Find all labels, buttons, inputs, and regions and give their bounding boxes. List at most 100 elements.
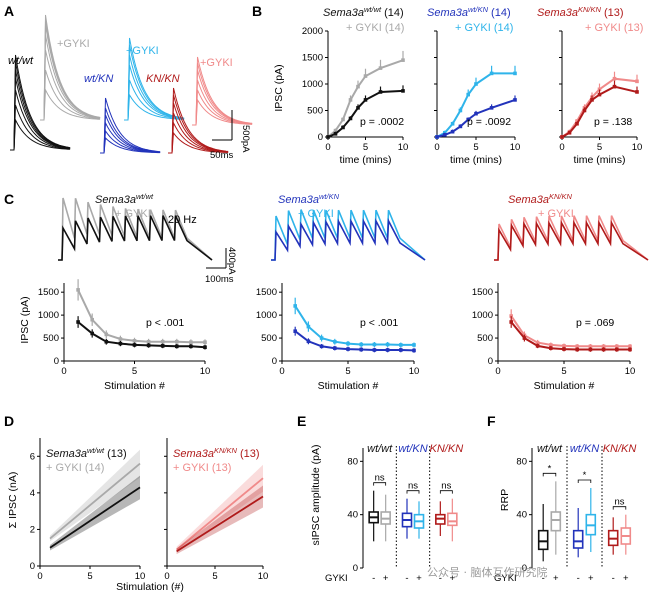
- c-ytick-label-1-3: 1500: [256, 287, 277, 298]
- b-point-2-1-5: [597, 87, 602, 92]
- b-point-1-1-2: [450, 121, 455, 126]
- e-sigbar-2: [439, 490, 453, 494]
- panel-letter-b: B: [252, 3, 262, 19]
- c-p-2: p = .069: [576, 317, 614, 329]
- f-sig-2: ns: [614, 497, 624, 508]
- b-point-0-0-4: [356, 106, 360, 110]
- d-ytick-label-0: 0: [30, 561, 35, 572]
- c-ytick-label-1-0: 0: [272, 356, 277, 367]
- c-point-2-1-4: [562, 344, 566, 348]
- label-a-gyki-2: +GYKI: [126, 45, 159, 57]
- c-ytick-label-1-2: 1000: [256, 310, 277, 321]
- scale-c-x: 100ms: [205, 274, 234, 285]
- c-point-0-1-0: [76, 288, 80, 292]
- d-title-1-main: Sema3a: [173, 448, 214, 460]
- c-point-1-0-5: [359, 347, 363, 352]
- scale-a-y: 500pA: [240, 125, 251, 153]
- c-point-1-1-3: [333, 339, 337, 344]
- c-xtick-label-0-1: 5: [132, 366, 137, 377]
- c-trace-2-base: [494, 219, 649, 261]
- d-title-0: Sema3awt/wt (13): [46, 446, 127, 460]
- c-point-0-0-4: [132, 343, 137, 347]
- b-point-0-1-4: [356, 84, 360, 89]
- label-a-gyki-3: +GYKI: [200, 57, 233, 69]
- f-gyki-label: GYKI: [494, 573, 517, 584]
- e-sign-1-1: +: [416, 573, 422, 584]
- b-title-2: Sema3aKN/KN (13): [537, 5, 624, 19]
- c-xtick-label-1-2: 10: [409, 366, 420, 377]
- panel-e-ylabel: sIPSC amplitude (pA): [310, 445, 322, 546]
- d-xtick-label-0-1: 5: [87, 571, 92, 582]
- c-xlabel-0: Stimulation #: [104, 380, 165, 392]
- d-ytick-label-2: 4: [30, 488, 35, 499]
- b-point-0-1-7: [401, 58, 405, 62]
- c-point-0-0-1: [90, 331, 94, 336]
- d-xtick-label-0-0: 0: [37, 571, 42, 582]
- c-ytick-label-2-0: 0: [488, 356, 493, 367]
- c-point-1-0-9: [412, 348, 416, 353]
- d-ytick-label-3: 6: [30, 451, 35, 462]
- d-title-1-sup: KN/KN: [214, 446, 238, 455]
- d-title-1: Sema3aKN/KN (13): [173, 446, 260, 460]
- c-point-2-0-3: [549, 346, 553, 350]
- trace-a-knkn-5: [168, 87, 229, 154]
- c-point-2-1-7: [601, 344, 606, 349]
- b-xlabel-2: time (mins): [574, 154, 626, 166]
- b-p-2: p = .138: [594, 116, 632, 128]
- d-title-0-main: Sema3a: [46, 448, 87, 460]
- d-band-0-1: [50, 449, 140, 542]
- b-point-0-0-1: [333, 132, 338, 136]
- c-point-0-1-5: [146, 339, 151, 344]
- c-point-2-1-6: [588, 344, 593, 349]
- c-point-1-0-1: [306, 339, 311, 344]
- b-point-2-0-7: [635, 90, 639, 94]
- c-point-0-0-3: [118, 341, 123, 346]
- e-sig-1: ns: [408, 481, 418, 492]
- watermark: 公众号 · 脑体互作研究院: [427, 565, 548, 579]
- scale-a-x: 50ms: [210, 150, 233, 161]
- d-title-0-n: (13): [104, 448, 127, 460]
- f-ytick-label-0: 0: [522, 563, 527, 574]
- d-line-1-1: [176, 477, 264, 551]
- panel-c-freq: 20 Hz: [168, 214, 197, 226]
- b-ytick-label-4: 2000: [302, 26, 323, 37]
- trace-a-wtwt-6: [10, 54, 71, 151]
- c-title-0-sup: wt/wt: [136, 192, 154, 201]
- f-sig-1: *: [583, 470, 587, 481]
- c-point-0-1-3: [118, 337, 123, 341]
- b-xtick-label-0-0: 0: [325, 142, 330, 153]
- b-p-1: p = .0092: [467, 116, 511, 128]
- label-a-knkn: KN/KN: [146, 73, 180, 85]
- c-ytick-label-0-1: 500: [43, 333, 59, 344]
- c-point-1-0-2: [319, 344, 324, 349]
- e-sig-2: ns: [441, 481, 451, 492]
- b-title-1-sup: wt/KN: [468, 5, 489, 14]
- b-xlabel-0: time (mins): [340, 154, 392, 166]
- b-xtick-label-0-1: 5: [363, 142, 368, 153]
- c-ytick-label-2-3: 1500: [472, 287, 493, 298]
- c-point-1-1-7: [385, 342, 390, 347]
- d-title-1-n: (13): [237, 448, 260, 460]
- b-xtick-label-2-2: 10: [632, 142, 643, 153]
- c-point-2-0-2: [535, 344, 540, 348]
- panel-d-ylabel: Σ IPSC (nA): [7, 472, 19, 529]
- trace-a-wtwt-gyki-1: [40, 69, 101, 121]
- c-point-2-0-1: [522, 336, 527, 340]
- b-point-1-1-5: [474, 82, 478, 86]
- b-xtick-label-2-0: 0: [559, 142, 564, 153]
- b-point-2-0-3: [582, 108, 587, 113]
- b-point-2-0-5: [597, 92, 602, 97]
- c-point-1-0-3: [333, 346, 337, 350]
- c-trace-1-base: [271, 217, 426, 261]
- f-box-0-1: [550, 511, 562, 532]
- panel-d-xlabel: Stimulation (#): [116, 581, 184, 593]
- b-series-0-1: [327, 59, 404, 138]
- b-point-1-0-1: [443, 133, 447, 137]
- e-ytick-label-2: 80: [347, 456, 358, 467]
- d-gyki-0: + GYKI (14): [46, 462, 104, 474]
- c-series-0-0: [77, 321, 206, 349]
